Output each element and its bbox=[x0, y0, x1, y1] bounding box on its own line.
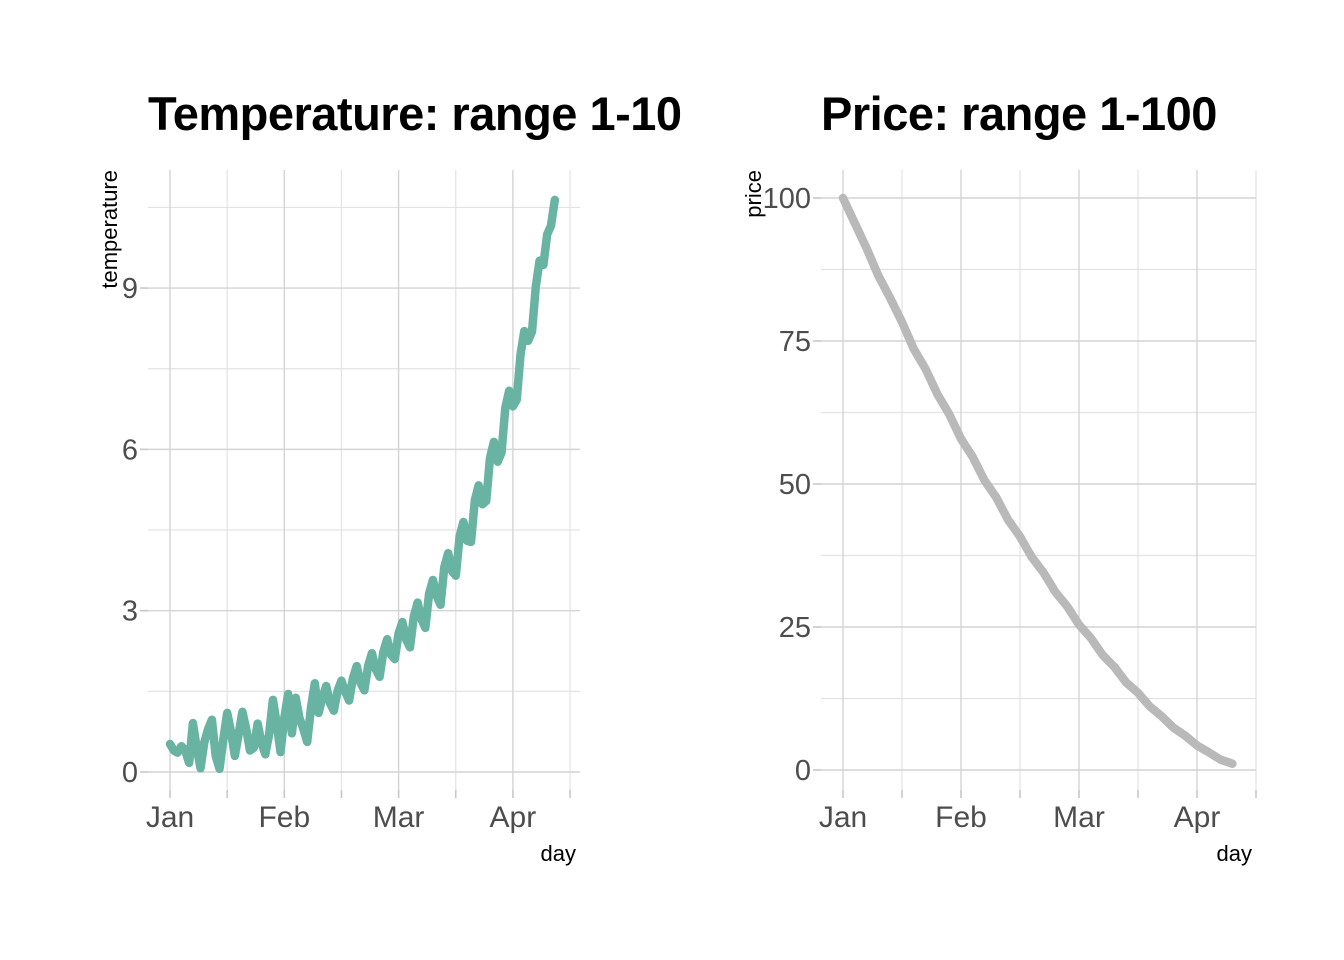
x-tick-label: Mar bbox=[373, 801, 425, 834]
x-tick-label: Apr bbox=[490, 801, 537, 834]
y-tick-label: 6 bbox=[122, 434, 138, 466]
x-axis-title: day bbox=[540, 841, 576, 866]
y-tick-label: 9 bbox=[122, 273, 138, 305]
x-tick-label: Jan bbox=[819, 801, 867, 834]
y-tick-label: 0 bbox=[795, 755, 811, 787]
price-chart: Price: range 1-100 price Jan Feb Mar Apr 0 25… bbox=[672, 0, 1344, 960]
chart-title: Temperature: range 1-10 bbox=[148, 87, 682, 140]
y-tick-label: 75 bbox=[779, 326, 811, 358]
x-tick-label: Apr bbox=[1174, 801, 1221, 834]
plot-area-svg: Jan Feb Mar Apr 0 3 6 9 bbox=[122, 170, 580, 834]
x-tick-label: Feb bbox=[935, 801, 987, 834]
y-tick-label: 25 bbox=[779, 612, 811, 644]
chart-title: Price: range 1-100 bbox=[821, 87, 1217, 140]
y-tick-label: 0 bbox=[122, 757, 138, 789]
y-tick-label: 50 bbox=[779, 469, 811, 501]
x-tick-label: Feb bbox=[258, 801, 310, 834]
y-tick-label: 100 bbox=[763, 183, 811, 215]
plot-area-svg: Jan Feb Mar Apr 0 25 50 75 100 bbox=[763, 170, 1257, 834]
temperature-line bbox=[165, 195, 560, 774]
temperature-chart: Temperature: range 1-10 temperature Jan F… bbox=[97, 87, 682, 866]
x-tick-label: Jan bbox=[146, 801, 194, 834]
x-axis-title: day bbox=[1216, 841, 1252, 866]
x-tick-label: Mar bbox=[1053, 801, 1105, 834]
price-line bbox=[838, 193, 1237, 768]
y-tick-label: 3 bbox=[122, 596, 138, 628]
